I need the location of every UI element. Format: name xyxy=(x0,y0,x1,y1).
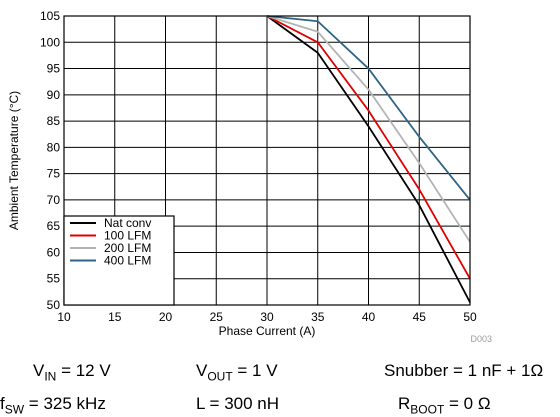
condition-rboot-sub: BOOT xyxy=(410,402,445,417)
condition-fsw-label: f xyxy=(0,394,5,413)
x-tick-label: 45 xyxy=(413,310,427,324)
condition-vin-value: = 12 V xyxy=(56,361,111,380)
condition-rboot-value: = 0 Ω xyxy=(444,394,491,413)
plot-frame xyxy=(63,15,471,306)
y-tick-label: 85 xyxy=(47,114,61,128)
y-axis-label: Ambient Temperature (°C) xyxy=(7,91,21,230)
legend-label-1: Nat conv xyxy=(104,216,151,230)
condition-vout-sub: OUT xyxy=(207,369,233,384)
y-tick-label: 100 xyxy=(40,35,60,49)
x-axis-label: Phase Current (A) xyxy=(219,324,316,338)
y-tick-label: 70 xyxy=(47,193,61,207)
condition-snubber-label: Snubber xyxy=(384,361,449,380)
y-tick-label: 80 xyxy=(47,140,61,154)
y-tick-label: 50 xyxy=(47,298,61,312)
legend-label-4: 400 LFM xyxy=(104,254,151,268)
y-tick-label: 65 xyxy=(47,219,61,233)
condition-snubber: Snubber = 1 nF + 1Ω xyxy=(384,361,543,381)
condition-vout-value: = 1 V xyxy=(232,361,278,380)
x-tick-label: 15 xyxy=(108,310,122,324)
y-tick-label: 60 xyxy=(47,245,61,259)
x-tick-label: 25 xyxy=(210,310,224,324)
series-line-2 xyxy=(266,15,471,280)
series-line-4 xyxy=(266,15,471,201)
condition-rboot: RBOOT = 0 Ω xyxy=(398,394,491,416)
x-tick-label: 10 xyxy=(57,310,71,324)
x-tick-label: 50 xyxy=(463,310,477,324)
condition-fsw-value: = 325 kHz xyxy=(24,394,106,413)
series-line-3 xyxy=(266,15,471,243)
chart: 10 15 20 25 30 35 40 45 50 50 55 60 65 70 75 80 85 90 95 10… xyxy=(7,9,492,344)
condition-inductance-label: L xyxy=(196,394,205,413)
y-tick-label: 95 xyxy=(47,62,61,76)
y-tick-label: 105 xyxy=(40,9,60,23)
condition-vin-label: V xyxy=(33,361,45,380)
tick-labels: 10 15 20 25 30 35 40 45 50 50 55 60 65 70 75 80 85 90 95 10… xyxy=(40,9,477,324)
condition-rboot-label: R xyxy=(398,394,411,413)
series-line-1 xyxy=(266,15,471,303)
condition-vout-label: V xyxy=(196,361,208,380)
legend-label-3: 200 LFM xyxy=(104,241,151,255)
figure-id: D003 xyxy=(470,334,492,344)
x-tick-label: 20 xyxy=(159,310,173,324)
y-tick-label: 90 xyxy=(47,88,61,102)
condition-vin: VIN = 12 V xyxy=(33,361,111,383)
condition-vin-sub: IN xyxy=(44,369,57,384)
series-lines xyxy=(266,15,471,303)
condition-inductance: L = 300 nH xyxy=(196,394,279,414)
legend-label-2: 100 LFM xyxy=(104,229,151,243)
x-tick-label: 40 xyxy=(362,310,376,324)
condition-inductance-value: = 300 nH xyxy=(204,394,280,413)
condition-vout: VOUT = 1 V xyxy=(196,361,278,383)
y-tick-label: 55 xyxy=(47,272,61,286)
x-tick-label: 30 xyxy=(260,310,274,324)
x-tick-label: 35 xyxy=(311,310,325,324)
y-tick-label: 75 xyxy=(47,167,61,181)
condition-fsw: fSW = 325 kHz xyxy=(0,394,106,416)
condition-fsw-sub: SW xyxy=(4,402,25,417)
condition-snubber-value: = 1 nF + 1Ω xyxy=(448,361,544,380)
